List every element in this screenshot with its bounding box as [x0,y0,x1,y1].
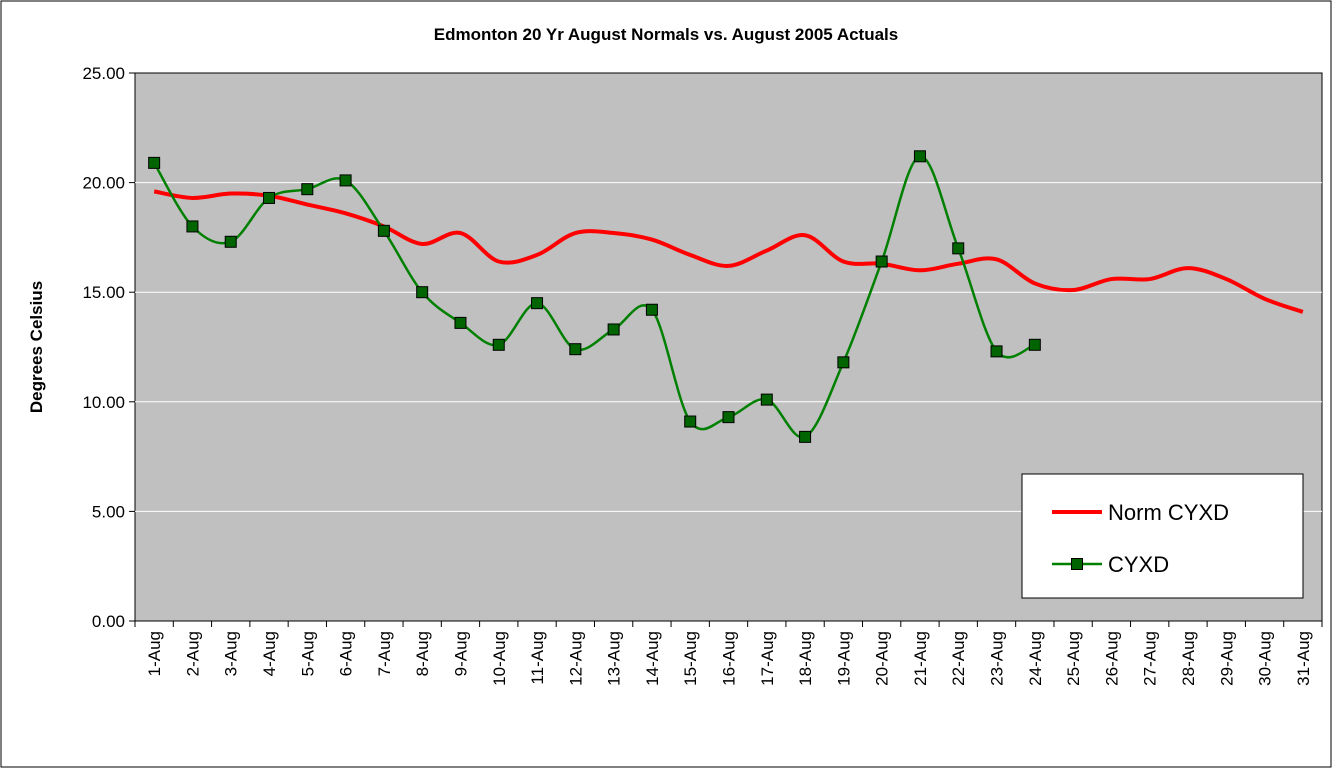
x-tick-label: 18-Aug [796,631,815,686]
x-tick-label: 30-Aug [1256,631,1275,686]
legend-marker [1071,558,1083,570]
x-tick-label: 28-Aug [1179,631,1198,686]
legend-label: CYXD [1108,552,1169,577]
data-point [990,345,1003,358]
data-point [339,174,352,187]
x-tick-label: 16-Aug [720,631,739,686]
y-axis-label: Degrees Celsius [27,281,46,413]
x-tick-label: 4-Aug [260,631,279,676]
data-point [875,255,888,268]
legend-label: Norm CYXD [1108,500,1229,525]
x-tick-label: 17-Aug [758,631,777,686]
x-tick-label: 19-Aug [834,631,853,686]
x-tick-label: 15-Aug [681,631,700,686]
y-tick-label: 20.00 [82,174,125,193]
x-tick-label: 10-Aug [490,631,509,686]
data-point [224,235,237,248]
data-point [186,220,199,233]
legend-box [1021,473,1304,599]
x-tick-label: 27-Aug [1141,631,1160,686]
x-tick-label: 5-Aug [298,631,317,676]
data-point [1028,338,1041,351]
x-tick-label: 14-Aug [643,631,662,686]
data-point [607,323,620,336]
data-point [301,183,314,196]
y-tick-label: 0.00 [92,612,125,631]
x-tick-label: 6-Aug [337,631,356,676]
y-tick-label: 5.00 [92,502,125,521]
data-point [837,356,850,369]
x-tick-label: 29-Aug [1217,631,1236,686]
data-point [416,286,429,299]
x-tick-label: 13-Aug [605,631,624,686]
x-tick-label: 21-Aug [911,631,930,686]
data-point [913,150,926,163]
data-point [645,303,658,316]
y-tick-label: 15.00 [82,283,125,302]
x-tick-label: 2-Aug [183,631,202,676]
data-point [722,411,735,424]
data-point [684,415,697,428]
y-tick-label: 10.00 [82,393,125,412]
x-tick-label: 11-Aug [528,631,547,685]
data-point [531,297,544,310]
data-point [799,430,812,443]
data-point [263,191,276,204]
data-point [760,393,773,406]
x-tick-label: 31-Aug [1294,631,1313,686]
data-point [492,338,505,351]
x-tick-label: 23-Aug [988,631,1007,686]
y-tick-label: 25.00 [82,64,125,83]
x-tick-label: 24-Aug [1026,631,1045,686]
x-tick-label: 20-Aug [873,631,892,686]
x-tick-label: 3-Aug [222,631,241,676]
data-point [454,316,467,329]
x-tick-label: 22-Aug [949,631,968,686]
x-tick-label: 9-Aug [451,631,470,676]
data-point [569,343,582,356]
data-point [952,242,965,255]
x-tick-label: 25-Aug [1064,631,1083,686]
x-tick-label: 1-Aug [145,631,164,676]
x-tick-label: 26-Aug [1102,631,1121,686]
data-point [377,224,390,237]
data-point [148,156,161,169]
chart-title: Edmonton 20 Yr August Normals vs. August… [434,25,898,44]
x-tick-label: 7-Aug [375,631,394,676]
x-tick-label: 12-Aug [566,631,585,686]
x-tick-label: 8-Aug [413,631,432,676]
series-line [153,189,1304,314]
